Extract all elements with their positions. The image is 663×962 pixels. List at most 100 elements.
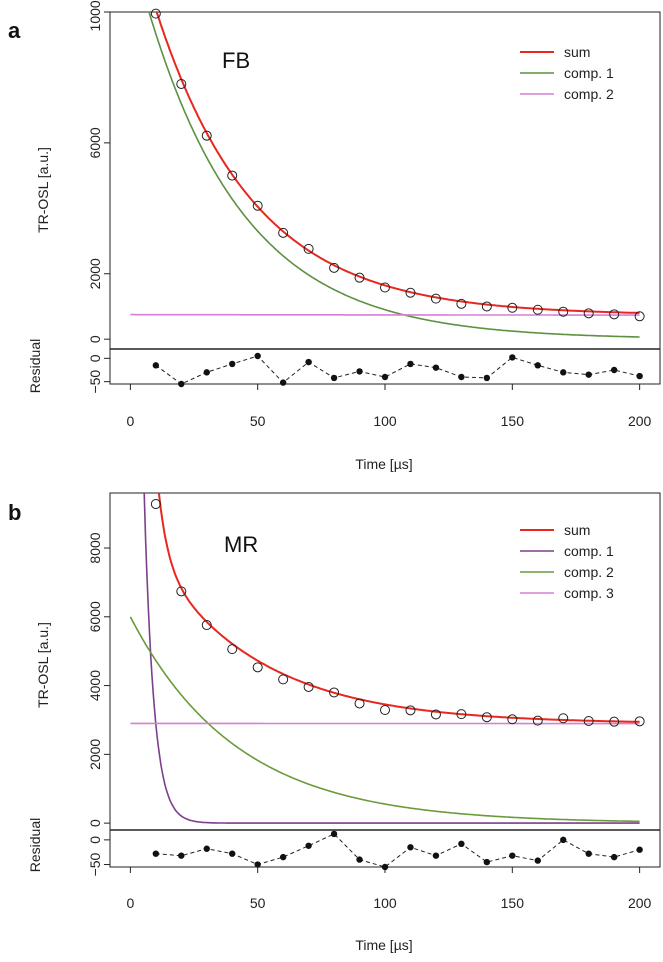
observed-point — [558, 713, 569, 724]
residual-point — [483, 858, 491, 866]
residual-point — [560, 369, 567, 376]
residual-point — [458, 840, 465, 848]
residual-point — [305, 358, 312, 366]
x-tick-label: 200 — [628, 413, 652, 429]
curve-comp-2 — [130, 313, 640, 316]
residual-point — [432, 364, 440, 371]
residual-axis-title-a: Residual — [27, 339, 43, 393]
observed-point — [609, 309, 620, 320]
panel-letter-a: a — [8, 18, 21, 43]
residual-point — [407, 360, 414, 368]
observed-point — [278, 674, 289, 685]
residual-tick-label: −50 — [87, 370, 103, 394]
residual-point — [585, 371, 592, 378]
residual-point — [610, 366, 618, 374]
y-tick-label: 2000 — [87, 739, 103, 770]
residual-point — [229, 360, 236, 368]
curve-comp-1 — [143, 493, 640, 824]
y-axis-title-a: TR-OSL [a.u.] — [35, 147, 51, 233]
residual-axis-title-b: Residual — [27, 818, 43, 872]
observed-point — [150, 8, 161, 19]
observed-point — [201, 620, 212, 631]
y-tick-label: 0 — [87, 335, 103, 343]
residual-point — [305, 842, 312, 849]
x-tick-label: 200 — [628, 895, 652, 911]
observed-point — [405, 705, 416, 716]
residual-point — [458, 373, 465, 381]
residual-point — [636, 846, 643, 853]
legend-b: sum comp. 1 comp. 2 comp. 3 — [520, 522, 614, 601]
observed-point — [609, 716, 620, 727]
observed-point — [456, 709, 467, 720]
x-axis-title-a: Time [µs] — [355, 456, 412, 472]
panel-a: a FB 0 2000 6000 10000 −50 0 0 50 100 150 200 sum… — [8, 0, 661, 472]
residual-point — [203, 845, 210, 852]
residual-point — [279, 379, 287, 386]
observed-point — [634, 311, 645, 322]
observed-point — [532, 715, 543, 726]
observed-point — [583, 308, 594, 319]
observed-point — [176, 78, 187, 89]
observed-point — [481, 712, 492, 723]
residual-point — [152, 362, 160, 369]
sample-label-fb: FB — [222, 48, 250, 73]
residual-point — [254, 861, 261, 868]
residual-line — [155, 355, 640, 385]
y-tick-label: 0 — [87, 819, 103, 827]
observed-point — [227, 170, 238, 181]
observed-point — [329, 687, 340, 698]
observed-point — [558, 306, 569, 317]
observed-point — [583, 715, 594, 726]
x-tick-label: 150 — [501, 895, 525, 911]
x-axis-title-b: Time [µs] — [355, 937, 412, 953]
observed-point — [201, 130, 212, 141]
x-tick-label: 50 — [250, 895, 266, 911]
residual-point — [483, 374, 491, 382]
residual-plot-a: −50 0 0 50 100 150 200 — [87, 348, 660, 429]
observed-point — [532, 304, 543, 315]
legend-a: sum comp. 1 comp. 2 — [520, 44, 614, 102]
residual-tick-label: 0 — [87, 836, 103, 844]
residual-line — [155, 833, 640, 868]
curve-comp-1 — [148, 12, 640, 338]
residual-point — [330, 830, 338, 838]
legend-entry: comp. 3 — [564, 585, 614, 601]
residual-point — [560, 836, 567, 844]
residual-point — [356, 368, 363, 375]
residual-point — [381, 863, 389, 871]
residual-plot-b: −50 0 0 50 100 150 200 — [87, 829, 660, 911]
observed-point — [176, 586, 187, 597]
observed-point — [430, 293, 441, 304]
observed-point — [303, 681, 314, 692]
residual-point — [407, 844, 414, 851]
x-tick-label: 0 — [126, 413, 134, 429]
residual-tick-label: 0 — [87, 354, 103, 362]
x-tick-label: 150 — [501, 413, 525, 429]
sample-label-mr: MR — [224, 532, 258, 557]
y-tick-label: 10000 — [87, 0, 103, 31]
x-tick-label: 50 — [250, 413, 266, 429]
observed-point — [227, 644, 238, 655]
observed-point — [456, 298, 467, 309]
residual-point — [432, 852, 440, 859]
residual-point — [636, 372, 643, 380]
residual-point — [254, 352, 261, 360]
observed-point — [507, 302, 518, 313]
residual-point — [330, 374, 338, 382]
panel-letter-b: b — [8, 500, 21, 525]
observed-point — [278, 227, 289, 238]
main-plot-b: 0 2000 4000 6000 8000 — [87, 492, 661, 868]
residual-point — [509, 852, 516, 859]
residual-point — [585, 850, 592, 857]
observed-point — [354, 272, 365, 283]
observed-point — [329, 262, 340, 273]
residual-point — [279, 853, 287, 861]
x-tick-label: 100 — [373, 895, 397, 911]
observed-point — [354, 698, 365, 709]
y-tick-label: 6000 — [87, 601, 103, 632]
observed-point — [150, 499, 161, 510]
residual-point — [178, 852, 185, 859]
observed-point — [380, 282, 390, 293]
residual-point — [509, 354, 516, 361]
